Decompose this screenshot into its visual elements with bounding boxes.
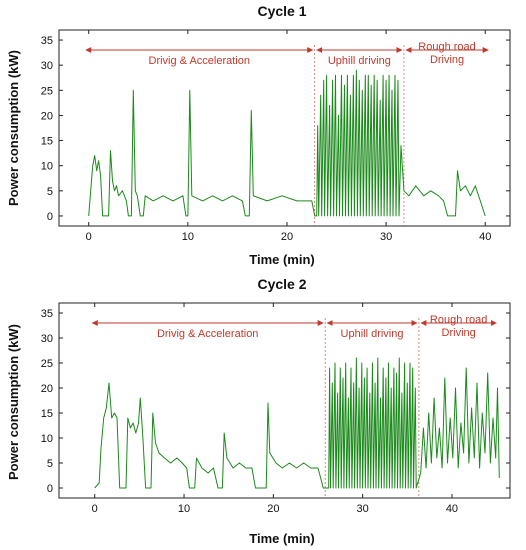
phase-label-line: Driving <box>442 327 476 339</box>
x-tick-label: 10 <box>178 503 190 515</box>
plot-frame <box>58 302 511 499</box>
phase-label-line: Driving <box>430 54 464 66</box>
x-tick-label: 40 <box>479 231 491 243</box>
phase-label-line: Rough road <box>418 41 476 53</box>
phase-label: Uphill driving <box>328 55 391 67</box>
x-tick-label: 30 <box>357 503 369 515</box>
x-axis-label: Time (min) <box>249 531 315 546</box>
chart-title: Cycle 1 <box>257 3 306 19</box>
y-tick-label: 20 <box>41 110 53 122</box>
y-tick-label: 15 <box>41 408 53 420</box>
y-tick-label: 30 <box>41 60 53 72</box>
y-tick-label: 0 <box>47 483 53 495</box>
y-tick-label: 35 <box>41 308 53 320</box>
plot-area: 0 10 20 30 40 0 5 10 15 20 25 30 35 Drivig & Accelera… <box>41 302 511 515</box>
plot-frame <box>58 29 511 227</box>
y-tick-label: 0 <box>47 211 53 223</box>
phase-label-line: Rough road <box>430 314 488 326</box>
y-tick-label: 5 <box>47 186 53 198</box>
y-tick-label: 30 <box>41 333 53 345</box>
chart-cycle-1: Cycle 1 0 10 20 30 40 0 5 10 15 20 25 30 35 Drivig & … <box>6 3 511 267</box>
y-tick-label: 10 <box>41 161 53 173</box>
x-tick-label: 40 <box>446 503 458 515</box>
series-line <box>88 69 486 217</box>
phase-label: Rough road Driving <box>430 314 488 339</box>
x-tick-label: 20 <box>281 231 293 243</box>
chart-cycle-2: Cycle 2 0 10 20 30 40 0 5 10 15 20 25 30 35 Drivig & … <box>6 276 511 546</box>
phase-label: Drivig & Acceleration <box>157 328 259 340</box>
y-tick-label: 25 <box>41 358 53 370</box>
x-axis-label: Time (min) <box>249 252 315 267</box>
x-tick-label: 10 <box>182 231 194 243</box>
y-axis-label: Power consumption (kW) <box>6 50 21 206</box>
y-tick-label: 15 <box>41 136 53 148</box>
phase-label: Rough road Driving <box>418 41 476 66</box>
x-tick-label: 20 <box>267 503 279 515</box>
y-tick-label: 20 <box>41 383 53 395</box>
x-tick-label: 0 <box>92 503 98 515</box>
phase-label: Uphill driving <box>341 328 404 340</box>
y-tick-label: 10 <box>41 433 53 445</box>
x-tick-label: 0 <box>86 231 92 243</box>
x-tick-label: 30 <box>380 231 392 243</box>
plot-area: 0 10 20 30 40 0 5 10 15 20 25 30 35 Drivig & Accelera… <box>41 29 511 243</box>
chart-title: Cycle 2 <box>257 276 306 292</box>
y-axis-label: Power consumption (kW) <box>6 324 21 480</box>
y-tick-label: 25 <box>41 85 53 97</box>
phase-label: Drivig & Acceleration <box>149 55 251 67</box>
y-tick-label: 35 <box>41 35 53 47</box>
series-line <box>94 357 500 489</box>
y-tick-label: 5 <box>47 458 53 470</box>
